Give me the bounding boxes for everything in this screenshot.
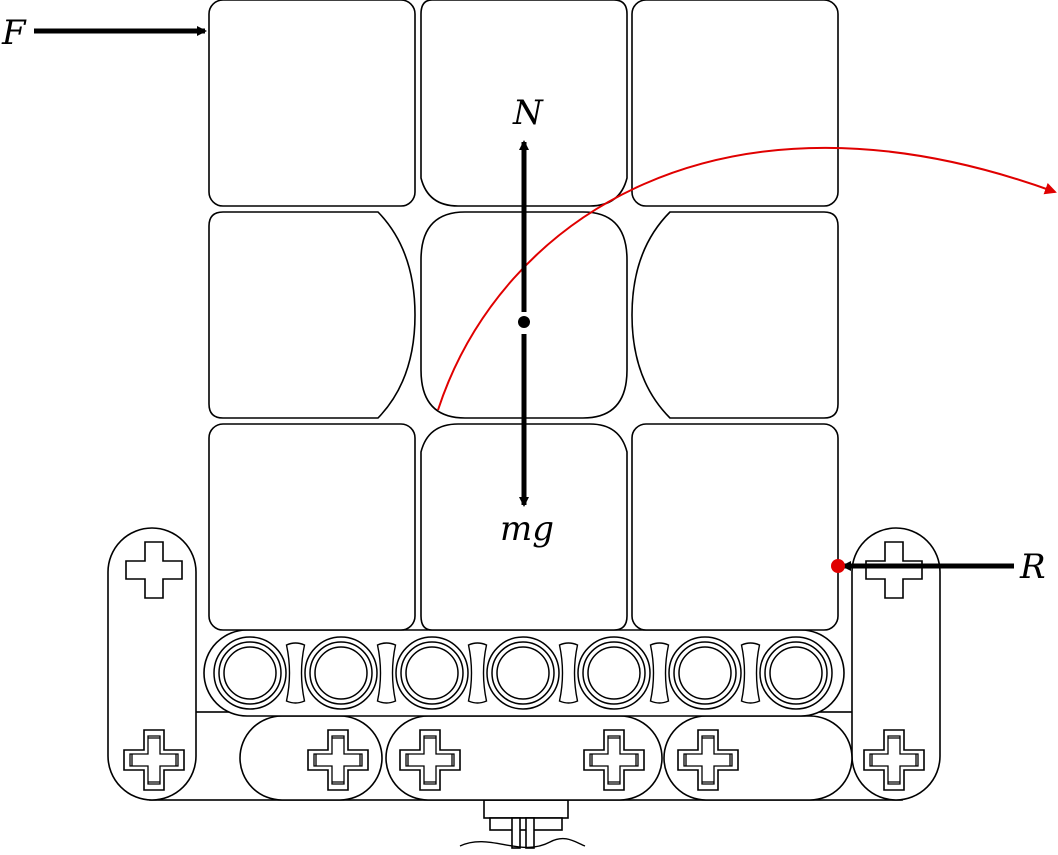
block-top-right	[631, 0, 839, 207]
block-bottom-left	[208, 423, 416, 631]
block-top-left	[208, 0, 416, 207]
pin-hole	[769, 646, 823, 700]
block-middle-right	[631, 211, 839, 419]
block-bottom-center	[420, 423, 628, 631]
block-bottom-right	[631, 423, 839, 631]
pin-hole	[678, 646, 732, 700]
pin-hole	[405, 646, 459, 700]
beam-rib	[558, 642, 579, 704]
label-weight: mg	[500, 509, 554, 549]
block-middle-center	[420, 211, 628, 419]
bottom-connector	[459, 799, 586, 849]
label-applied-force: F	[1, 13, 27, 53]
pin-hole	[496, 646, 550, 700]
pin-hole	[587, 646, 641, 700]
left-upright-beam	[107, 527, 197, 801]
pin-hole	[223, 646, 277, 700]
beam-rib	[285, 642, 306, 704]
round-hole-beam	[203, 629, 845, 717]
pivot-point	[831, 559, 845, 573]
beam-rib	[467, 642, 488, 704]
label-normal-force: N	[512, 93, 544, 133]
block-grid	[208, 0, 839, 631]
beam-rib	[649, 642, 670, 704]
beam-rib	[376, 642, 397, 704]
center-of-mass-point	[518, 316, 530, 328]
rotation-arrow	[437, 146, 1057, 411]
beam-rib	[740, 642, 761, 704]
block-middle-left	[208, 211, 416, 419]
right-upright-beam	[851, 527, 941, 801]
pin-hole	[314, 646, 368, 700]
block-top-center	[420, 0, 628, 207]
label-reaction-force: R	[1019, 547, 1046, 587]
